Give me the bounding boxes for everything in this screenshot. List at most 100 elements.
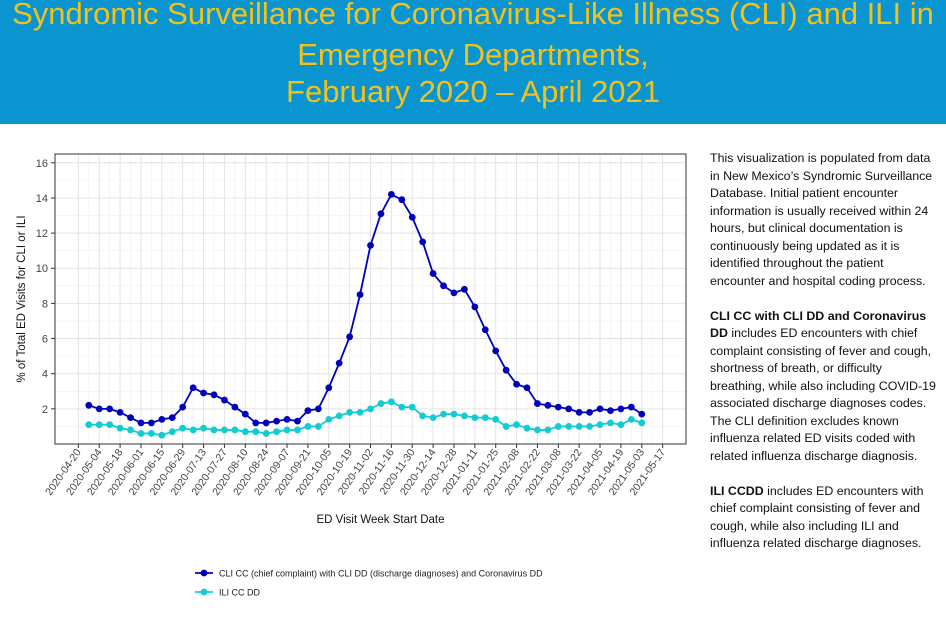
cli-data-point: [377, 210, 385, 218]
ili-data-point: [262, 430, 270, 437]
ili-data-point: [627, 415, 635, 423]
cli-data-point: [565, 405, 573, 413]
cli-data-point: [586, 408, 593, 416]
legend-key-marker: [200, 569, 208, 577]
ili-data-point: [273, 428, 281, 436]
ili-data-point: [617, 421, 625, 429]
ili-definition-heading: ILI CCDD: [710, 483, 764, 498]
description-paragraph-1: This visualization is populated from dat…: [710, 151, 933, 288]
cli-data-point: [221, 396, 228, 404]
ili-data-point: [398, 403, 406, 411]
ili-data-point: [179, 424, 187, 432]
ili-data-point: [367, 405, 374, 413]
cli-data-point: [95, 405, 103, 413]
ili-data-point: [95, 421, 103, 429]
ili-data-point: [85, 421, 93, 429]
cli-data-point: [325, 384, 333, 392]
ili-data-point: [356, 408, 364, 416]
ili-data-point: [231, 426, 239, 434]
cli-data-point: [387, 191, 395, 198]
y-tick-label: 2: [42, 404, 48, 416]
ili-data-point: [408, 403, 416, 411]
ili-data-point: [523, 424, 531, 432]
cli-data-point: [492, 347, 500, 355]
ili-data-point: [221, 426, 228, 434]
ili-data-point: [492, 415, 500, 423]
legend-key-marker: [200, 588, 208, 596]
cli-data-point: [367, 241, 374, 249]
ili-data-point: [148, 430, 155, 437]
ili-data-point: [377, 400, 385, 407]
ili-data-point: [513, 421, 520, 429]
cli-data-point: [273, 417, 281, 425]
title-line-2: Emergency Departments,: [297, 37, 649, 72]
ili-data-point: [586, 423, 593, 430]
cli-data-point: [471, 303, 479, 311]
cli-data-point: [85, 401, 93, 409]
ili-data-point: [189, 426, 197, 434]
description-panel: This visualization is populated from dat…: [710, 150, 936, 570]
y-tick-label: 6: [42, 334, 48, 346]
cli-data-point: [137, 419, 145, 427]
cli-data-point: [398, 196, 406, 204]
cli-data-point: [283, 415, 291, 423]
ili-data-point: [137, 430, 145, 437]
cli-data-point: [638, 410, 646, 418]
ili-data-point: [502, 423, 510, 430]
cli-data-point: [617, 405, 625, 413]
cli-data-point: [335, 359, 343, 367]
title-line-1: Syndromic Surveillance for Coronavirus-L…: [12, 0, 934, 31]
ili-data-point: [596, 421, 604, 429]
cli-data-point: [544, 401, 552, 409]
cli-data-point: [231, 403, 239, 411]
cli-definition-text: includes ED encounters with chief compla…: [710, 326, 936, 463]
cli-data-point: [596, 405, 604, 413]
cli-data-point: [127, 414, 134, 422]
ili-data-point: [481, 414, 489, 422]
cli-data-point: [179, 403, 187, 411]
y-tick-label: 4: [42, 369, 48, 381]
cli-data-point: [148, 419, 155, 427]
y-tick-label: 16: [36, 158, 48, 170]
ili-data-point: [544, 426, 552, 434]
ili-data-point: [419, 412, 427, 420]
ili-data-point: [127, 426, 134, 434]
legend-label: ILI CC DD: [219, 588, 261, 598]
ili-data-point: [440, 410, 447, 418]
x-axis-title: ED Visit Week Start Date: [316, 514, 444, 526]
cli-data-point: [158, 415, 166, 423]
ili-data-point: [450, 410, 458, 418]
ili-data-point: [575, 423, 583, 430]
cli-data-point: [294, 417, 301, 425]
y-tick-label: 12: [36, 228, 48, 240]
ili-data-point: [534, 426, 541, 434]
cli-definition-heading: CLI CC with CLI DD and Coronavirus DD: [710, 308, 927, 341]
ili-data-point: [168, 428, 176, 436]
ili-data-point: [471, 414, 479, 422]
plot-border: [54, 153, 687, 445]
cli-data-point: [210, 391, 218, 399]
ili-data-point: [346, 408, 354, 416]
cli-data-point: [346, 333, 354, 341]
ili-data-point: [200, 424, 207, 432]
cli-data-point: [460, 285, 468, 293]
surveillance-line-chart: 2468101214162020-04-202020-05-042020-05-…: [16, 153, 687, 598]
cli-data-point: [116, 408, 124, 416]
cli-data-point: [262, 419, 270, 427]
y-tick-label: 10: [36, 263, 48, 275]
cli-data-point: [241, 410, 249, 418]
ili-data-point: [565, 423, 573, 430]
cli-data-point: [440, 282, 447, 290]
ili-data-point: [335, 412, 343, 420]
cli-data-point: [189, 384, 197, 392]
cli-data-point: [450, 289, 458, 297]
cli-data-point: [200, 389, 207, 397]
cli-data-point: [314, 405, 322, 413]
cli-data-point: [502, 366, 510, 374]
cli-data-point: [554, 403, 562, 411]
cli-data-point: [304, 407, 312, 415]
ili-definition-text: includes ED encounters with chief compla…: [710, 483, 924, 551]
ili-data-point: [241, 428, 249, 436]
cli-data-point: [168, 414, 176, 422]
cli-data-point: [523, 384, 531, 392]
